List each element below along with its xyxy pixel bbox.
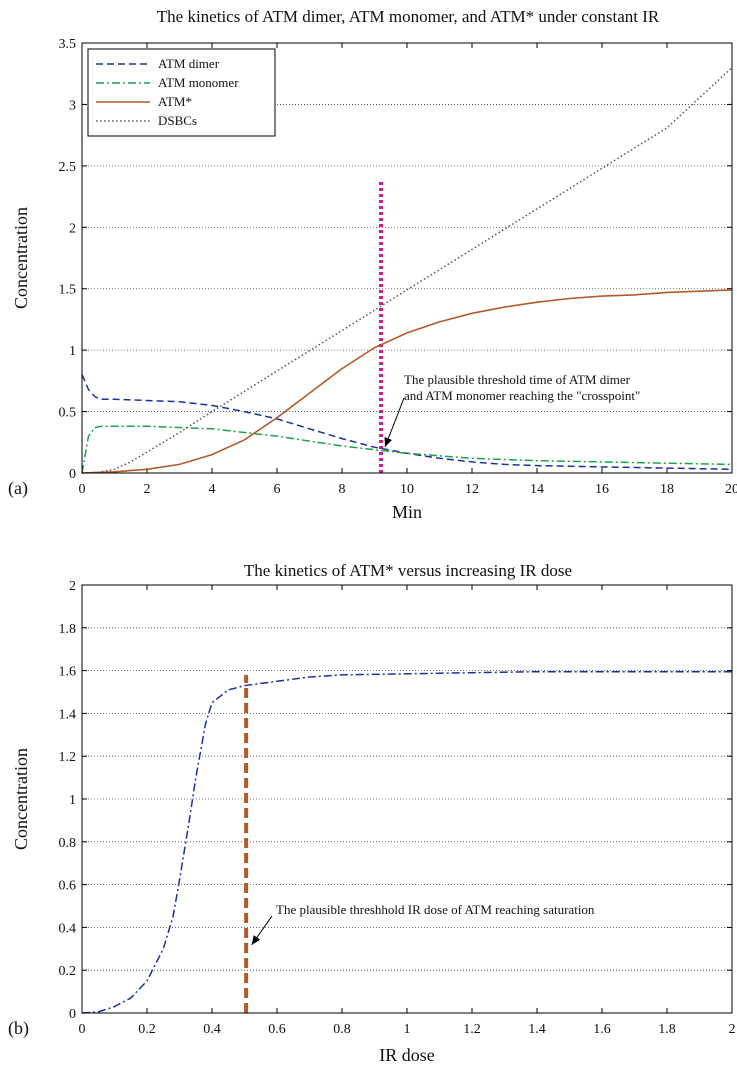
x-tick-label: 1 [404, 1022, 411, 1037]
annotation-arrowhead [252, 935, 260, 945]
chart-a-panel-label: (a) [8, 478, 28, 499]
y-tick-label: 2 [69, 221, 76, 236]
y-tick-label: 1.6 [59, 665, 77, 680]
y-tick-label: 0.8 [59, 836, 77, 851]
annotation-text: The plausible threshold time of ATM dime… [404, 372, 631, 387]
legend-label: ATM dimer [158, 56, 220, 71]
legend-label: DSBCs [158, 113, 197, 128]
x-tick-label: 4 [209, 482, 216, 497]
y-tick-label: 3 [69, 98, 76, 113]
chart-b-grid [82, 628, 732, 970]
chart-a-xlabel: Min [392, 502, 422, 522]
x-tick-label: 14 [530, 482, 544, 497]
annotation-text: and ATM monomer reaching the "crosspoint… [404, 388, 640, 403]
x-tick-label: 20 [725, 482, 737, 497]
chart-a-title: The kinetics of ATM dimer, ATM monomer, … [157, 7, 660, 26]
x-tick-label: 1.8 [658, 1022, 676, 1037]
x-tick-label: 1.6 [593, 1022, 611, 1037]
annotation-text: The plausible threshhold IR dose of ATM … [276, 902, 595, 917]
y-tick-label: 1 [69, 793, 76, 808]
chart-a-legend: ATM dimer ATM monomer ATM* DSBCs [88, 49, 275, 136]
panel-b: The kinetics of ATM* versus increasing I… [8, 561, 736, 1065]
series-line-atm-star [82, 672, 732, 1013]
annotation-arrowhead [385, 437, 392, 447]
chart-a-ylabel: Concentration [11, 207, 31, 309]
y-tick-label: 1.8 [59, 622, 77, 637]
panel-a: The kinetics of ATM dimer, ATM monomer, … [8, 7, 737, 522]
x-tick-label: 12 [465, 482, 479, 497]
y-tick-label: 2.5 [59, 160, 77, 175]
chart-b-ylabel: Concentration [11, 748, 31, 850]
legend-label: ATM monomer [158, 75, 239, 90]
x-tick-label: 0.6 [268, 1022, 286, 1037]
y-tick-label: 0 [69, 1007, 76, 1022]
chart-b-ticks: 0 0.2 0.4 0.6 0.8 1 1.2 1.4 1.6 1.8 2 0 0.2 0.4 0.6 0.8… [59, 579, 736, 1037]
chart-b-title: The kinetics of ATM* versus increasing I… [244, 561, 572, 580]
x-tick-label: 18 [660, 482, 674, 497]
chart-b-series [82, 672, 732, 1013]
y-tick-label: 2 [69, 579, 76, 594]
x-tick-label: 6 [274, 482, 281, 497]
x-tick-label: 0 [79, 482, 86, 497]
x-tick-label: 1.2 [463, 1022, 481, 1037]
y-tick-label: 0.5 [59, 406, 77, 421]
x-tick-label: 2 [729, 1022, 736, 1037]
x-tick-label: 1.4 [528, 1022, 546, 1037]
x-tick-label: 0.8 [333, 1022, 351, 1037]
y-tick-label: 0.2 [59, 964, 77, 979]
y-tick-label: 0.4 [59, 921, 77, 936]
y-tick-label: 1.4 [59, 707, 77, 722]
x-tick-label: 0.4 [203, 1022, 221, 1037]
y-tick-label: 1.2 [59, 750, 77, 765]
x-tick-label: 0 [79, 1022, 86, 1037]
y-tick-label: 0.6 [59, 879, 77, 894]
x-tick-label: 8 [339, 482, 346, 497]
legend-label: ATM* [158, 94, 192, 109]
x-tick-label: 0.2 [138, 1022, 156, 1037]
y-tick-label: 3.5 [59, 37, 77, 52]
x-tick-label: 16 [595, 482, 609, 497]
chart-b-panel-label: (b) [8, 1018, 29, 1039]
x-tick-label: 2 [144, 482, 151, 497]
y-tick-label: 1.5 [59, 283, 77, 298]
chart-a-annotation: The plausible threshold time of ATM dime… [385, 372, 641, 447]
chart-b-xlabel: IR dose [379, 1045, 435, 1065]
chart-a-grid [82, 104, 732, 411]
chart-b-annotation: The plausible threshhold IR dose of ATM … [252, 902, 595, 945]
x-tick-label: 10 [400, 482, 414, 497]
y-tick-label: 0 [69, 467, 76, 482]
y-tick-label: 1 [69, 344, 76, 359]
series-line-atm-monomer [82, 426, 732, 473]
